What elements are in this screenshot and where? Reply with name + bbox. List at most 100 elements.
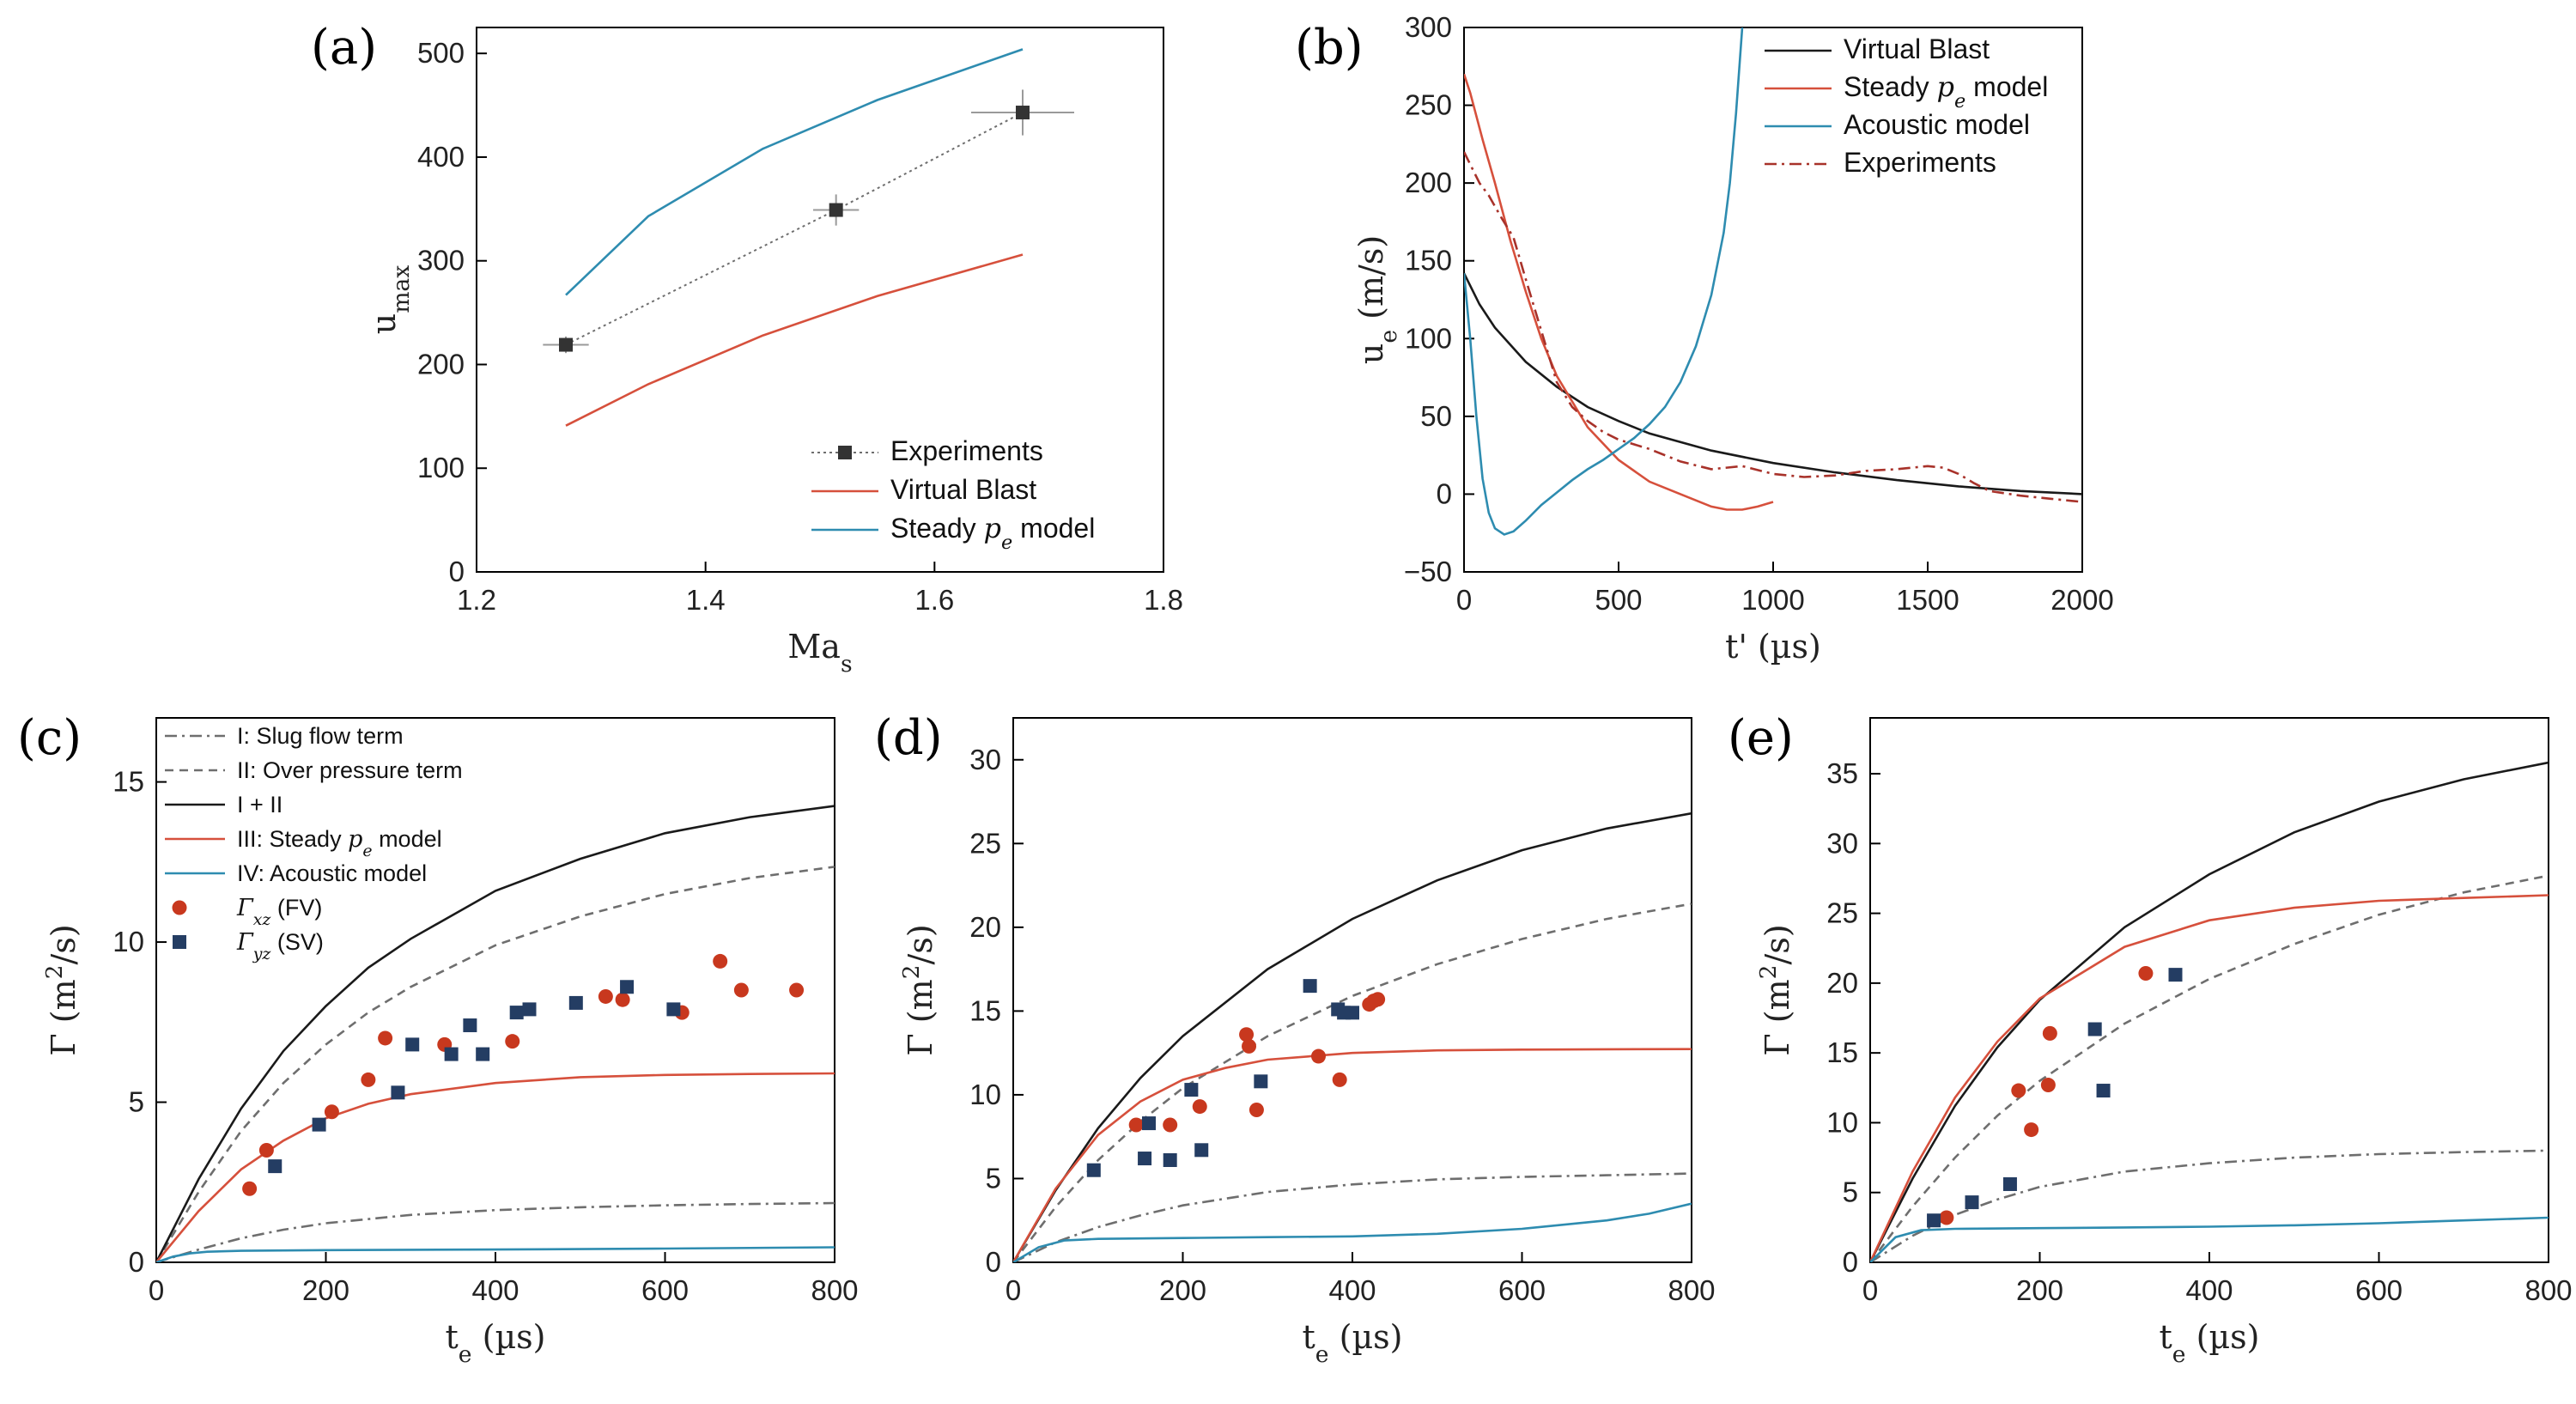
panel-label: (c): [17, 710, 82, 766]
y-tick-label: 200: [417, 348, 465, 380]
y-tick-label: 200: [1405, 167, 1452, 198]
y-tick-label: 100: [1405, 322, 1452, 354]
panel-label: (b): [1295, 20, 1364, 76]
scatter-point-sv: [2087, 1022, 2102, 1036]
scatter-point-sv: [620, 980, 635, 994]
scatter-point-sv: [444, 1047, 459, 1061]
x-tick-label: 0: [149, 1274, 164, 1306]
legend-label: Γyz (SV): [236, 929, 324, 963]
y-tick-label: 10: [1826, 1106, 1858, 1138]
x-tick-label: 500: [1595, 584, 1642, 616]
x-tick-label: 400: [2185, 1274, 2233, 1306]
scatter-point-sv: [1927, 1213, 1941, 1228]
scatter-point-sv: [1138, 1152, 1152, 1166]
x-axis-title: Mas: [787, 628, 852, 678]
scatter-point-sv: [312, 1117, 326, 1132]
experiment-marker: [559, 337, 573, 352]
y-tick-label: 25: [969, 827, 1001, 859]
series-line-0: [1013, 1172, 1692, 1262]
series-line-3: [1870, 894, 2549, 1262]
experiment-marker: [829, 203, 843, 217]
scatter-point-fv: [789, 982, 805, 998]
scatter-point-sv: [268, 1159, 283, 1174]
scatter-point-sv: [568, 995, 583, 1010]
series-line-3: [156, 1072, 835, 1262]
scatter-point-fv: [505, 1034, 520, 1049]
scatter-point-sv: [476, 1047, 490, 1061]
legend-label: Virtual Blast: [890, 474, 1036, 505]
scatter-point-fv: [1163, 1117, 1178, 1133]
x-tick-label: 1000: [1741, 584, 1804, 616]
series-line-0: [1464, 272, 2082, 495]
y-tick-label: 5: [1843, 1176, 1858, 1208]
y-axis-title: Γ (m2/s): [1755, 924, 1797, 1055]
scatter-point-fv: [1239, 1027, 1255, 1042]
y-tick-label: 0: [129, 1246, 144, 1278]
x-tick-label: 2000: [2050, 584, 2113, 616]
y-tick-label: 30: [969, 744, 1001, 775]
legend-marker: [838, 446, 852, 459]
series-line-2: [1464, 27, 1744, 536]
x-tick-label: 0: [1456, 584, 1472, 616]
series-line-1: [1013, 903, 1692, 1262]
chart-panel-a: (a) 1.2 1.4 1.6 1.8 0 100 200 300 400 500 Mas umax Ex…: [311, 20, 1183, 678]
plot-frame: [1012, 717, 1692, 1263]
x-axis-title: te (µs): [1303, 1318, 1403, 1368]
x-tick-label: 0: [1862, 1274, 1878, 1306]
x-tick-label: 400: [1328, 1274, 1376, 1306]
series-line-4: [156, 1246, 835, 1262]
y-tick-label: 0: [986, 1246, 1001, 1278]
plot-frame: [1869, 717, 2549, 1263]
x-tick-label: 400: [471, 1274, 519, 1306]
x-axis-title: t' (µs): [1725, 628, 1821, 666]
scatter-point-fv: [2011, 1083, 2026, 1098]
panel-label: (d): [874, 710, 943, 766]
scatter-point-sv: [405, 1037, 420, 1052]
chart-panel-b: (b)0 500 1000 1500 2000−50050100150200250300…: [1295, 11, 2114, 666]
legend-label: Steady pe model: [1844, 70, 2048, 112]
scatter-point-fv: [2138, 965, 2154, 981]
y-tick-label: 300: [1405, 11, 1452, 43]
scatter-point-sv: [1194, 1143, 1209, 1158]
scatter-point-sv: [463, 1018, 477, 1033]
scatter-point-fv: [1192, 1099, 1207, 1115]
y-tick-label: 25: [1826, 897, 1858, 929]
y-tick-label: 250: [1405, 89, 1452, 121]
scatter-point-fv: [1332, 1072, 1347, 1087]
series-line-0: [156, 1201, 835, 1262]
series-line-2: [156, 805, 835, 1262]
x-tick-label: 600: [1498, 1274, 1546, 1306]
scatter-point-fv: [361, 1072, 376, 1087]
x-tick-label: 1500: [1896, 584, 1959, 616]
x-tick-label: 200: [302, 1274, 349, 1306]
scatter-point-sv: [2168, 968, 2183, 982]
y-tick-label: 20: [969, 911, 1001, 943]
y-tick-label: 5: [129, 1086, 144, 1118]
legend-label: Experiments: [1844, 147, 1996, 178]
scatter-point-fv: [733, 982, 749, 998]
y-tick-label: 0: [1843, 1246, 1858, 1278]
scatter-point-sv: [1142, 1116, 1156, 1131]
legend-marker: [172, 900, 187, 915]
scatter-point-fv: [1242, 1038, 1257, 1054]
legend-label: III: Steady pe model: [237, 826, 442, 860]
series-line-1: [565, 253, 1024, 427]
scatter-point-fv: [2042, 1025, 2057, 1041]
panel-label: (e): [1728, 710, 1794, 766]
y-tick-label: 5: [986, 1162, 1001, 1194]
scatter-point-sv: [391, 1085, 405, 1100]
x-tick-label: 800: [1668, 1274, 1715, 1306]
legend-label: Virtual Blast: [1844, 33, 1990, 64]
scatter-point-sv: [1965, 1195, 1979, 1210]
y-tick-label: 50: [1420, 400, 1452, 432]
y-tick-label: 15: [1826, 1036, 1858, 1068]
scatter-point-fv: [1939, 1210, 1954, 1225]
chart-panel-d: (d) 0 200 400 600 800 0 5 10 15 20 25 30 te (µs) Γ (m2…: [874, 710, 1716, 1368]
x-tick-label: 600: [641, 1274, 689, 1306]
series-line-3: [1464, 151, 2082, 503]
y-tick-label: 10: [969, 1079, 1001, 1110]
legend-label: IV: Acoustic model: [237, 860, 427, 886]
x-tick-label: 1.6: [914, 584, 954, 616]
legend-label: Experiments: [890, 435, 1043, 466]
series-line-2: [1013, 811, 1692, 1262]
